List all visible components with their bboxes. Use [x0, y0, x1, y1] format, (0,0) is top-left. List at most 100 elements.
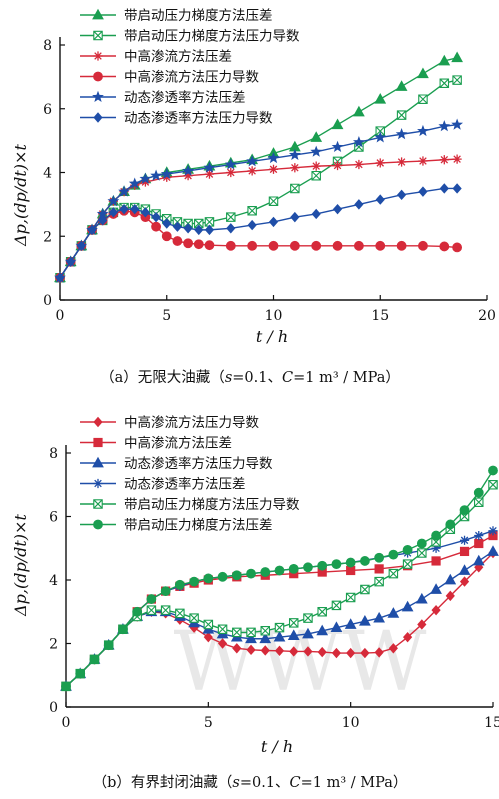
chart-a-series-3-point	[268, 240, 279, 251]
chart-b-series-2-point	[387, 607, 400, 618]
chart-a-legend-label: 动态渗透率方法压力导数	[124, 110, 273, 127]
chart-b-series-2-point	[401, 600, 414, 612]
chart-b-series-0-point	[417, 619, 427, 630]
chart-a-legend-item-4: 动态渗透率方法压差	[80, 89, 246, 106]
chart-b-legend-item-4: 带启动压力梯度方法压力导数	[80, 497, 300, 513]
chart-b-series-3-point	[459, 535, 470, 545]
chart-a-series-5-point	[151, 211, 161, 223]
chart-a-series-3-point	[311, 240, 322, 251]
chart-a-legend-label: 带启动压力梯度方法压力导数	[124, 29, 300, 45]
chart-b-series-2-point	[415, 592, 428, 604]
chart-a-series-5-point	[87, 224, 97, 236]
chart-b-series-4-point	[232, 627, 242, 638]
chart-b-series-4-point	[260, 626, 271, 636]
chart-a-series-4-point	[224, 158, 237, 170]
chart-b-series-5-point	[473, 487, 484, 498]
chart-b-series-4-point	[417, 548, 427, 558]
chart-b-series-5-point	[75, 668, 86, 679]
chart-a-series-4-point	[246, 155, 259, 167]
chart-a-series-2-point	[226, 167, 236, 178]
chart-a-series-4-point	[288, 148, 301, 160]
chart-b-series-0-point	[203, 631, 213, 643]
chart-a-series-1	[55, 75, 462, 283]
chart-b-axes: 0 2 4 6 8 0 5 10 15	[49, 445, 499, 731]
chart-a-series-2-point	[311, 161, 321, 171]
chart-b-series-2-point	[487, 545, 499, 556]
chart-a-series-3-point	[204, 240, 215, 251]
chart-a-series-4-point	[118, 185, 130, 197]
chart-a-legend-item-1: 带启动压力梯度方法压力导数	[80, 29, 300, 45]
chart-b-series-0-point	[260, 645, 270, 656]
chart-b-legend-marker	[93, 519, 103, 530]
chart-b-series-4-point	[317, 607, 327, 617]
chart-b-series-5-point	[345, 557, 356, 568]
chart-b-legend-marker	[93, 437, 103, 448]
chart-b-y-tick-label: 4	[49, 573, 58, 589]
chart-b-series-1-point	[317, 567, 327, 577]
watermark: WWW	[174, 615, 428, 710]
chart-b-legend-marker	[93, 499, 103, 509]
chart-b-series-0-point	[459, 576, 470, 587]
chart-a-series-5-point	[172, 221, 183, 232]
chart-a-y-axis-label: Δp,(dp/dt)×t	[11, 144, 30, 247]
chart-a-series-2-point	[247, 166, 257, 176]
chart-b-y-tick-label: 0	[49, 700, 58, 716]
chart-b-series-5-point	[274, 565, 285, 576]
chart-b-series-5-point	[303, 562, 313, 573]
chart-b-series-4-point	[474, 497, 484, 507]
chart-a-series-5-point	[439, 183, 449, 194]
chart-a-series-4-point	[417, 124, 429, 137]
chart-a-series-5-point	[418, 186, 428, 197]
chart-b-series-2-point	[458, 564, 471, 575]
chart-b-series-0-point	[374, 647, 384, 658]
chart-b-series-0-point	[474, 562, 484, 573]
chart-b-series-4-point	[331, 600, 342, 611]
chart-b-series-5-point	[103, 640, 114, 650]
chart-b-series-1-point	[431, 556, 441, 566]
chart-a-series-0-point	[417, 67, 429, 79]
chart-a-series-4-point	[438, 120, 451, 132]
chart-b-series-2-point	[330, 621, 343, 633]
chart-a-series-4-point	[107, 194, 120, 207]
chart-a-series-5-point	[183, 223, 193, 234]
chart-a-series-5-point	[98, 215, 108, 226]
chart-a-series-3-point	[418, 240, 428, 251]
chart-b-series-2-point	[287, 629, 300, 640]
chart-a-legend-marker	[93, 71, 103, 82]
chart-a-legend-item-0: 带启动压力梯度方法压差	[80, 8, 273, 24]
chart-b-legend-marker	[93, 478, 103, 489]
chart-a-series-1-point	[247, 206, 257, 216]
chart-b-legend-label: 中高渗流方法压差	[124, 435, 232, 452]
chart-a-series-3-point	[183, 238, 193, 249]
chart-a-y-tick-label: 4	[43, 166, 52, 182]
chart-a-series-5-point	[140, 207, 150, 218]
chart-a-series-3-point	[247, 240, 258, 251]
chart-a-series-2-point	[332, 160, 343, 171]
chart-a-series-4-line	[59, 123, 458, 279]
chart-b-legend-item-2: 动态渗透率方法压力导数	[80, 455, 273, 472]
chart-a-series-4-point	[96, 207, 109, 219]
chart-a-series-4-point	[203, 161, 216, 173]
chart-a-series-1-point	[311, 170, 321, 181]
chart-b-series-0-point	[445, 590, 455, 602]
chart-a-y-tick-label: 8	[43, 38, 52, 54]
chart-b-y-tick-label: 6	[49, 510, 58, 526]
chart-b-x-tick-label: 15	[484, 715, 499, 731]
chart-a-series-1-point	[439, 78, 450, 88]
chart-b-series-0-point	[331, 647, 342, 659]
chart-b-series-5-point	[217, 571, 228, 582]
chart-b-series-4-point	[374, 576, 384, 587]
chart-a: 带启动压力梯度方法压差带启动压力梯度方法压力导数中高渗流方法压差中高渗流方法压力…	[11, 8, 496, 386]
chart-b-series-2-point	[430, 583, 442, 594]
chart-a-series-4-point	[331, 140, 344, 153]
chart-a-series-5	[55, 183, 462, 283]
chart-a-y-tick-label: 6	[43, 102, 52, 118]
chart-a-x-tick-label: 20	[478, 308, 496, 324]
chart-b-series-4-point	[274, 622, 285, 633]
chart-a-series-2-point	[375, 158, 385, 168]
chart-a-series-5-point	[354, 199, 364, 210]
chart-a-series-5-point	[452, 183, 462, 194]
chart-b-series-1-point	[346, 565, 356, 576]
chart-a-series-3-point	[439, 241, 450, 252]
chart-a-legend-marker	[92, 90, 104, 103]
